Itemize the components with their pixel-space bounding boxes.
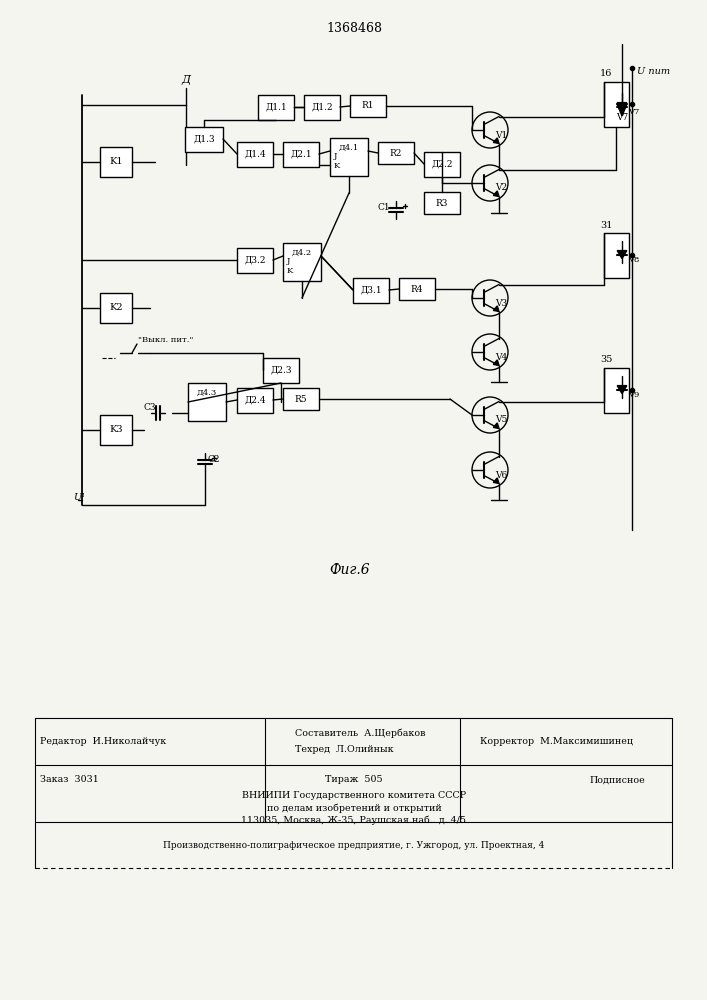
Text: K: K (287, 267, 293, 275)
Polygon shape (617, 104, 627, 116)
Text: 31: 31 (600, 221, 612, 230)
Text: V2: V2 (495, 184, 507, 192)
Bar (283, 388, 319, 410)
Bar (399, 278, 435, 300)
Text: 35: 35 (600, 356, 612, 364)
Bar (378, 142, 414, 164)
Text: Д1.2: Д1.2 (311, 103, 333, 111)
Text: V4: V4 (495, 353, 507, 361)
Text: K: K (334, 162, 340, 170)
Text: V7: V7 (628, 108, 639, 116)
Bar (237, 388, 273, 413)
Text: Техред  Л.Олийнык: Техред Л.Олийнык (295, 744, 394, 754)
Text: V6: V6 (495, 471, 507, 480)
Bar (330, 138, 368, 176)
Text: Тираж  505: Тираж 505 (325, 776, 382, 784)
Bar (424, 192, 460, 214)
Text: Заказ  3031: Заказ 3031 (40, 776, 99, 784)
Text: Подписное: Подписное (590, 776, 645, 784)
Text: V8: V8 (628, 256, 639, 264)
Text: U пит: U пит (637, 68, 670, 77)
Text: "Выкл. пит.": "Выкл. пит." (138, 336, 194, 344)
Polygon shape (493, 306, 499, 312)
Polygon shape (617, 251, 627, 259)
Text: R2: R2 (390, 148, 402, 157)
Polygon shape (493, 138, 499, 143)
Text: Д2.4: Д2.4 (244, 395, 266, 404)
Text: Составитель  А.Щербаков: Составитель А.Щербаков (295, 728, 426, 738)
Text: Д1.3: Д1.3 (193, 134, 215, 143)
Text: V9: V9 (628, 391, 639, 399)
Polygon shape (493, 191, 499, 196)
Text: по делам изобретений и открытий: по делам изобретений и открытий (267, 803, 441, 813)
Bar (350, 95, 386, 117)
Text: K3: K3 (109, 426, 123, 434)
Text: C2: C2 (208, 456, 221, 464)
Polygon shape (493, 423, 499, 428)
Text: Д1.1: Д1.1 (265, 103, 287, 111)
Text: R1: R1 (362, 102, 374, 110)
Bar (304, 95, 340, 120)
Bar (283, 142, 319, 167)
Text: 1368468: 1368468 (326, 21, 382, 34)
Text: V1: V1 (495, 130, 507, 139)
Text: Д3.2: Д3.2 (244, 255, 266, 264)
Text: Д: Д (182, 75, 190, 85)
Bar (604, 82, 629, 127)
Text: V3: V3 (495, 298, 507, 308)
Text: Редактор  И.Николайчук: Редактор И.Николайчук (40, 736, 166, 746)
Bar (424, 152, 460, 177)
Text: J: J (334, 152, 337, 160)
Polygon shape (493, 478, 499, 484)
Bar (283, 243, 321, 281)
Text: 16: 16 (600, 70, 612, 79)
Text: Д4.3: Д4.3 (197, 389, 217, 397)
Bar (604, 368, 629, 413)
Text: Д2.3: Д2.3 (270, 365, 292, 374)
Text: Производственно-полиграфическое предприятие, г. Ужгород, ул. Проектная, 4: Производственно-полиграфическое предприя… (163, 842, 544, 850)
Bar (604, 233, 629, 278)
Text: R5: R5 (295, 394, 308, 403)
Text: 113035, Москва, Ж-35, Раушская наб.. д. 4/5: 113035, Москва, Ж-35, Раушская наб.. д. … (242, 815, 467, 825)
Text: K1: K1 (109, 157, 123, 166)
Text: Д4.2: Д4.2 (292, 249, 312, 257)
Text: C1: C1 (378, 204, 390, 213)
Text: J: J (287, 257, 291, 265)
Text: V5: V5 (495, 416, 508, 424)
Text: R3: R3 (436, 198, 448, 208)
Bar (100, 147, 132, 177)
Text: Д2.1: Д2.1 (290, 149, 312, 158)
Text: C3: C3 (144, 402, 156, 412)
Text: V7: V7 (616, 113, 629, 122)
Polygon shape (493, 360, 499, 365)
Bar (237, 248, 273, 273)
Text: Корректор  М.Максимишинец: Корректор М.Максимишинец (480, 736, 633, 746)
Text: K2: K2 (109, 304, 123, 312)
Text: Д4.1: Д4.1 (339, 144, 359, 152)
Text: Фиг.6: Фиг.6 (329, 563, 370, 577)
Polygon shape (617, 386, 627, 394)
Bar (263, 358, 299, 383)
Bar (237, 142, 273, 167)
Text: U¹: U¹ (73, 492, 85, 502)
Text: Д2.2: Д2.2 (431, 159, 452, 168)
Bar (100, 415, 132, 445)
Text: ВНИИПИ Государственного комитета СССР: ВНИИПИ Государственного комитета СССР (242, 792, 466, 800)
Bar (258, 95, 294, 120)
Polygon shape (617, 103, 627, 111)
Bar (100, 293, 132, 323)
Text: R4: R4 (411, 284, 423, 294)
Bar (188, 383, 226, 421)
Bar (185, 127, 223, 152)
Text: Д1.4: Д1.4 (244, 149, 266, 158)
Bar (353, 278, 389, 303)
Text: Д3.1: Д3.1 (360, 286, 382, 294)
